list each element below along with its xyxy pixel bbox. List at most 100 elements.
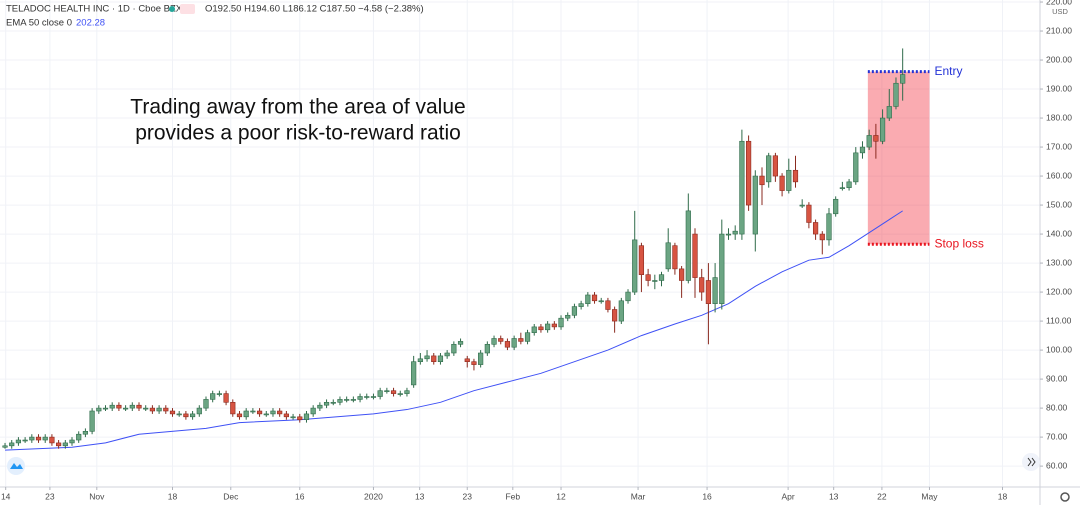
candle-body — [859, 146, 866, 154]
candle-body — [504, 341, 511, 348]
x-tick-label: 12 — [556, 491, 566, 501]
candle-body — [812, 222, 819, 235]
candle-body — [558, 317, 564, 328]
candle-body — [652, 280, 658, 282]
candle-body — [699, 277, 705, 293]
x-tick-label: 18 — [168, 491, 178, 501]
candle-body — [866, 135, 872, 148]
candle-body — [310, 407, 316, 415]
y-tick-label: 140.00 — [1046, 228, 1072, 238]
candle-body — [692, 233, 698, 278]
candle-body — [243, 410, 249, 418]
scroll-button[interactable] — [1022, 453, 1040, 471]
candle-body — [230, 402, 236, 415]
candle-body — [223, 393, 229, 403]
candle-body — [431, 355, 437, 362]
candle-body — [565, 314, 571, 319]
x-tick-label: 2020 — [364, 491, 383, 501]
candle-body — [886, 106, 892, 119]
x-tick-label: Dec — [223, 491, 239, 501]
candle-body — [799, 204, 805, 207]
candle-body — [618, 300, 624, 322]
candle-body — [210, 393, 216, 400]
annotation-line: provides a poor risk-to-reward ratio — [135, 122, 461, 145]
candle-body — [719, 233, 725, 304]
x-tick-label: 13 — [829, 491, 839, 501]
candle-body — [35, 436, 42, 441]
candle-body — [484, 343, 490, 354]
candle-body — [129, 404, 135, 409]
candle-body — [833, 198, 839, 215]
candle-body — [337, 399, 343, 403]
candle-body — [15, 439, 22, 444]
candle-body — [725, 233, 732, 236]
candle-body — [297, 416, 303, 421]
candle-body — [605, 300, 611, 310]
candle-body — [116, 404, 122, 409]
candle-body — [826, 213, 832, 241]
candle-body — [283, 413, 289, 418]
candle-body — [545, 323, 551, 331]
x-tick-label: Nov — [89, 491, 105, 501]
candle-body — [82, 431, 89, 435]
candle-body — [524, 332, 531, 342]
y-tick-label: 170.00 — [1046, 141, 1072, 151]
y-tick-label: 80.00 — [1046, 402, 1068, 412]
candle-body — [457, 341, 464, 345]
candle-body — [2, 445, 8, 448]
candle-body — [819, 233, 825, 241]
candle-body — [216, 393, 222, 395]
y-tick-label: 130.00 — [1046, 257, 1072, 267]
candle-body — [752, 175, 758, 235]
candle-body — [853, 152, 859, 183]
candle-body — [786, 169, 792, 191]
x-tick-label: 14 — [1, 491, 11, 501]
candle-body — [745, 140, 752, 206]
candle-body — [732, 230, 738, 235]
candle-body — [357, 396, 363, 400]
plot: Entry Stop loss — [2, 48, 984, 451]
candle-body — [571, 306, 578, 316]
status-dot — [169, 6, 175, 12]
stop-label: Stop loss — [934, 236, 983, 250]
candle-body — [464, 358, 470, 362]
candle-body — [625, 291, 631, 302]
x-tick-label: 18 — [998, 491, 1008, 501]
candle-body — [437, 355, 444, 362]
ema-value: 202.28 — [76, 18, 105, 29]
candle-body — [846, 181, 852, 188]
candle-body — [900, 74, 906, 84]
candle-body — [739, 140, 745, 235]
candle-body — [183, 413, 189, 418]
candle-body — [370, 396, 377, 398]
ohlc-text: O192.50 H194.60 L186.12 C187.50 −4.58 (−… — [205, 4, 424, 15]
candle-body — [76, 433, 82, 441]
candle-body — [578, 303, 584, 307]
candle-body — [679, 268, 685, 281]
candle-body — [685, 210, 691, 281]
candle-body — [189, 413, 196, 418]
x-tick-label: 23 — [45, 491, 55, 501]
candle-body — [136, 404, 142, 409]
candle-body — [350, 399, 356, 401]
y-tick-label: 220.00 — [1046, 0, 1072, 6]
settings-icon[interactable] — [1060, 492, 1070, 502]
toolbar-icon[interactable] — [180, 4, 195, 14]
annotation-line: Trading away from the area of value — [130, 96, 465, 119]
candle-body — [531, 326, 537, 333]
candle-body — [424, 355, 430, 360]
candle-body — [451, 343, 457, 354]
y-tick-label: 160.00 — [1046, 170, 1072, 180]
x-tick-label: 22 — [877, 491, 887, 501]
candle-body — [96, 407, 102, 412]
x-tick-label: May — [921, 491, 938, 501]
candle-body — [444, 352, 450, 357]
x-tick-label: Apr — [782, 491, 795, 501]
candle-body — [149, 407, 155, 412]
candle-body — [759, 175, 765, 186]
candle-body — [893, 82, 899, 107]
candle-body — [638, 245, 645, 275]
candle-body — [330, 402, 336, 404]
